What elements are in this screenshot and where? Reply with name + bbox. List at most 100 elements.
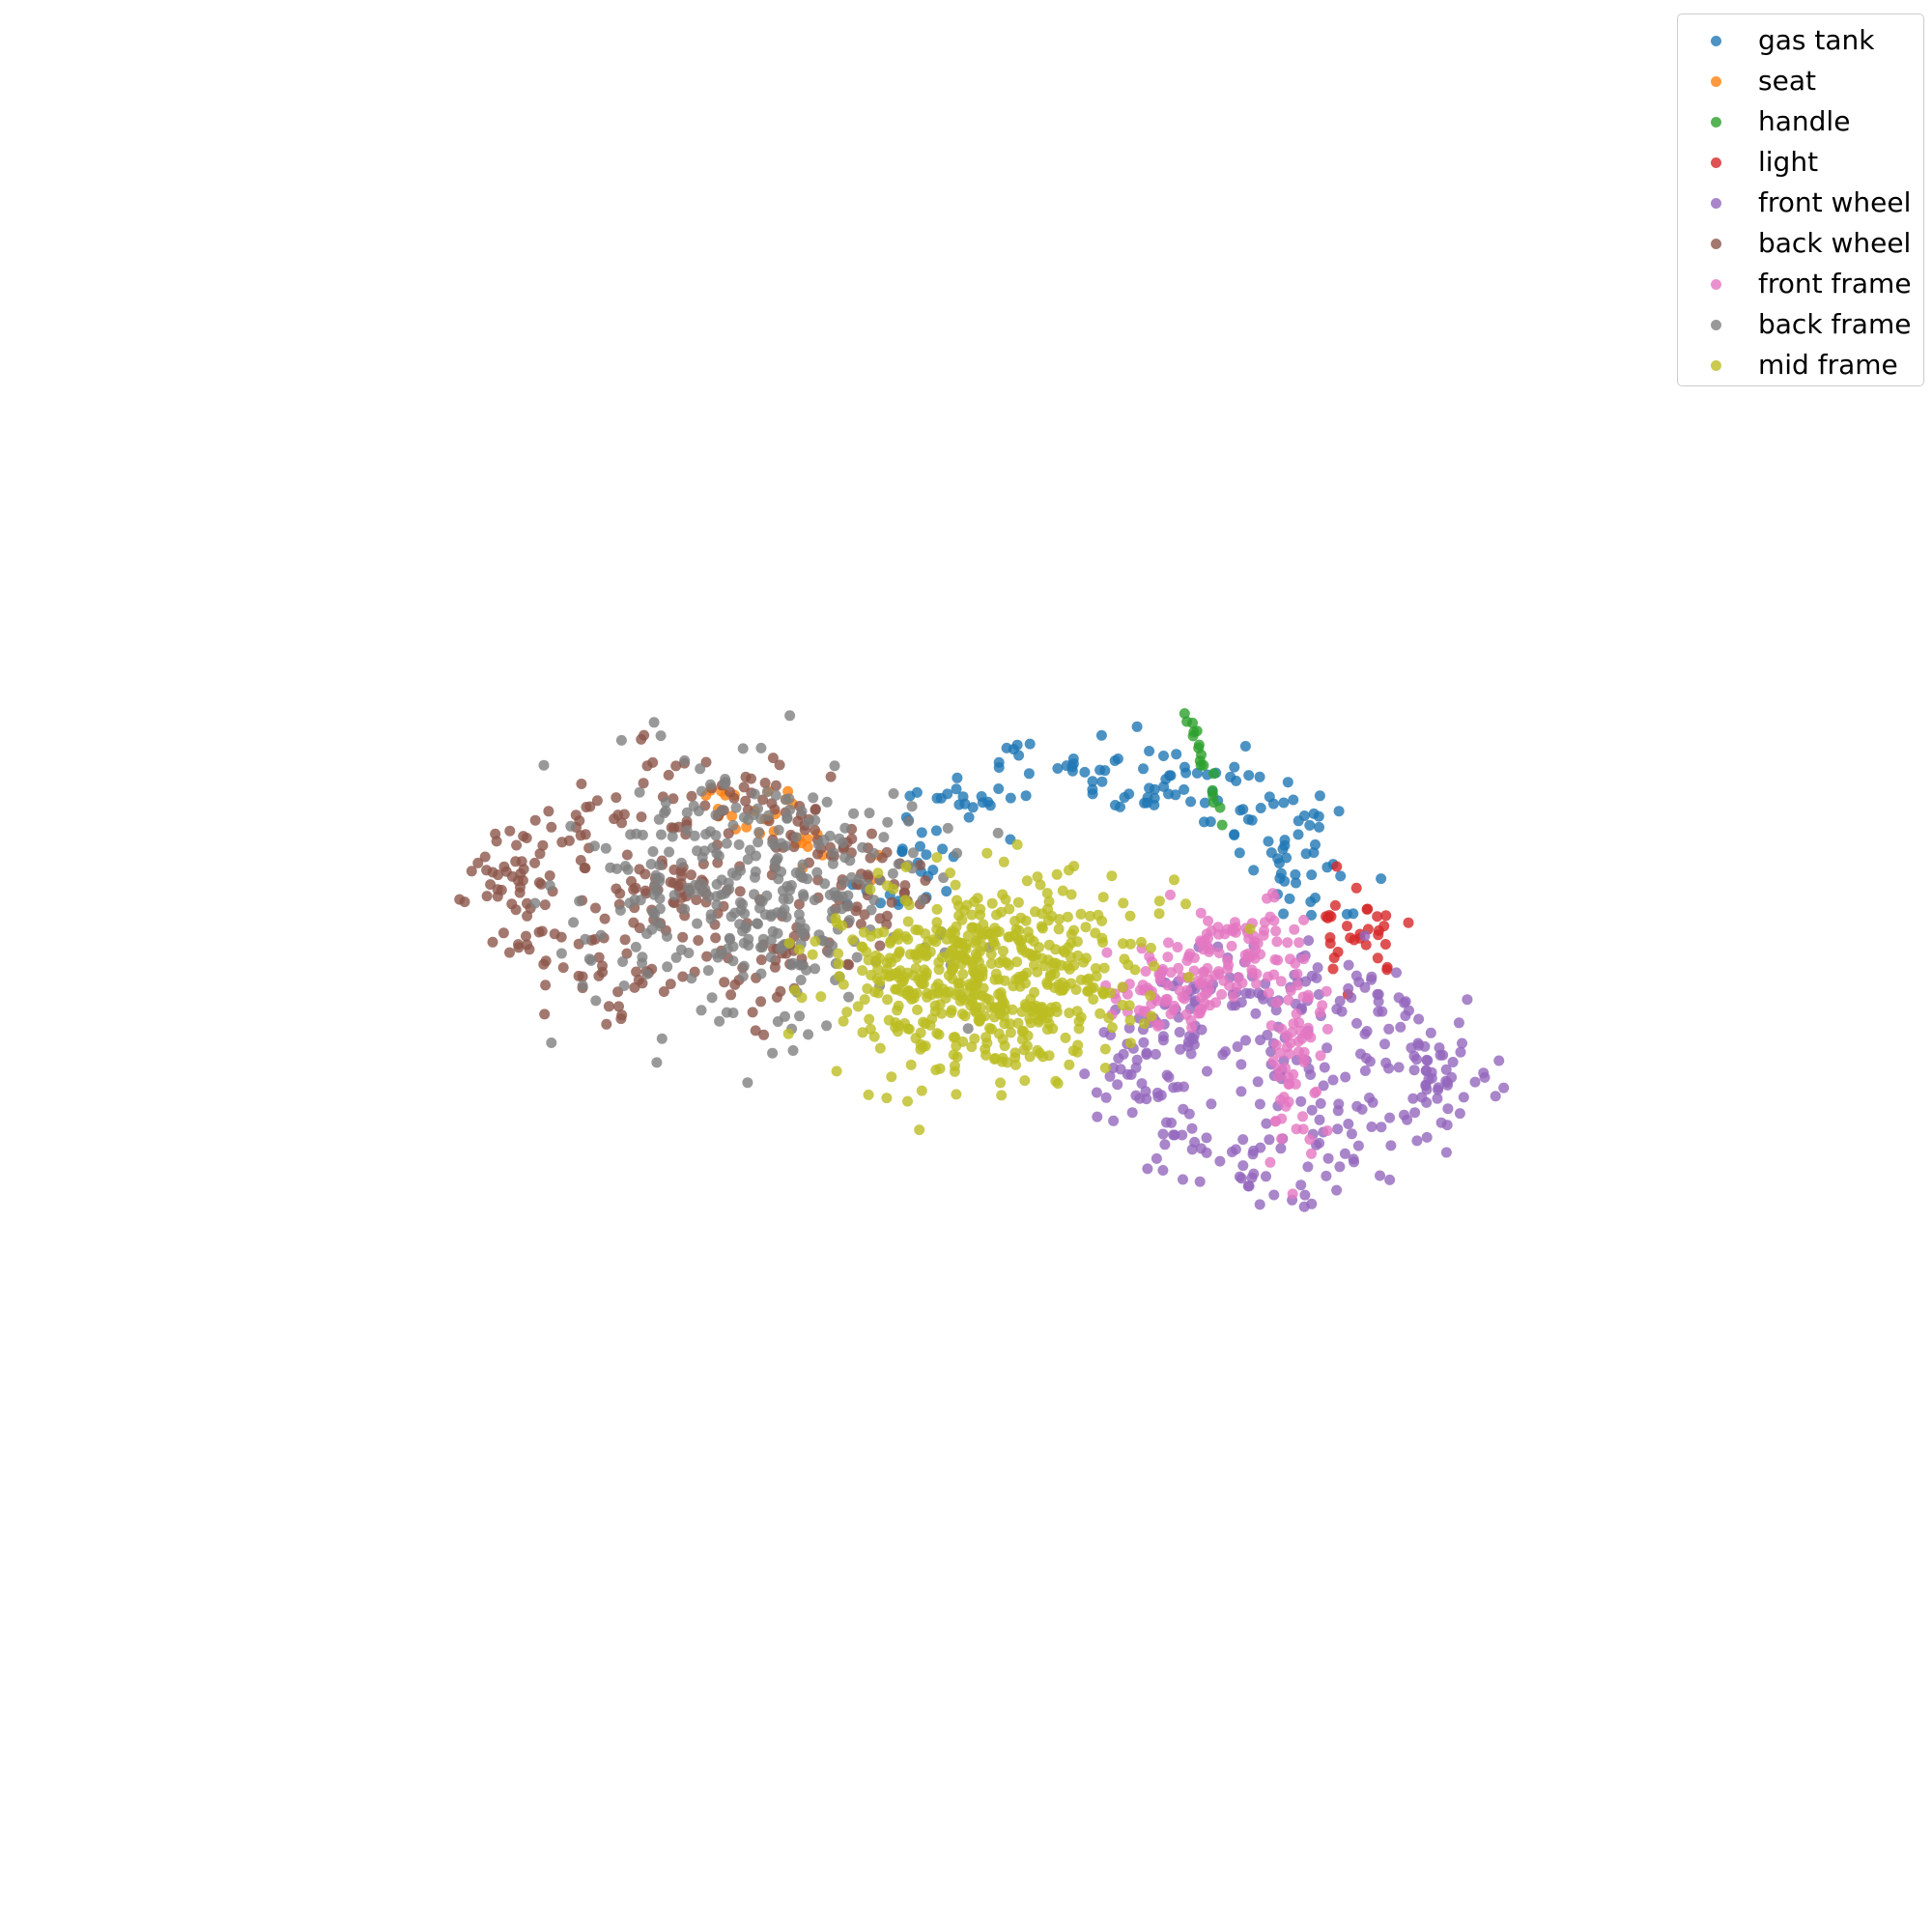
point-back-wheel (633, 974, 644, 985)
point-front-wheel (1234, 1171, 1245, 1182)
point-front-frame (1174, 984, 1185, 996)
point-front-wheel (1469, 1076, 1481, 1088)
point-back-wheel (738, 781, 750, 793)
point-mid-frame (872, 963, 884, 975)
point-mid-frame (863, 1089, 874, 1100)
point-mid-frame (874, 1042, 886, 1054)
point-back-wheel (504, 825, 516, 837)
point-mid-frame (1065, 952, 1076, 963)
point-back-frame (577, 980, 588, 991)
point-front-wheel (1334, 995, 1346, 1007)
point-back-frame (645, 859, 657, 869)
point-front-frame (1189, 952, 1200, 963)
point-back-frame (765, 952, 777, 963)
point-light (1372, 952, 1383, 964)
point-mid-frame (1124, 1014, 1136, 1026)
point-mid-frame (980, 993, 992, 1004)
point-front-wheel (1226, 1147, 1237, 1157)
point-front-wheel (1420, 1080, 1432, 1092)
point-front-wheel (1453, 1017, 1464, 1029)
point-front-frame (1267, 1055, 1279, 1066)
point-back-frame (675, 857, 687, 868)
point-back-frame (739, 908, 751, 920)
point-mid-frame (950, 1060, 960, 1071)
point-mid-frame (1244, 923, 1256, 935)
point-back-wheel (758, 1029, 770, 1040)
point-front-wheel (1384, 1112, 1396, 1123)
point-front-wheel (1186, 1144, 1198, 1155)
point-mid-frame (841, 1007, 853, 1018)
point-mid-frame (857, 1027, 868, 1038)
legend-marker-front-frame (1711, 278, 1721, 290)
point-mid-frame (949, 960, 960, 972)
point-handle (1193, 739, 1205, 751)
point-front-wheel (1384, 1174, 1396, 1185)
point-back-wheel (724, 786, 736, 798)
point-mid-frame (953, 900, 964, 912)
point-back-frame (641, 968, 653, 980)
point-front-wheel (1366, 971, 1378, 982)
point-front-wheel (1327, 1074, 1339, 1086)
point-back-frame (655, 730, 667, 742)
point-mid-frame (1124, 1037, 1136, 1049)
point-mid-frame (920, 1018, 931, 1030)
point-mid-frame (1106, 870, 1118, 882)
point-back-frame (743, 814, 753, 826)
point-mid-frame (1053, 923, 1065, 935)
point-back-frame (794, 916, 806, 927)
legend-label-front-wheel: front wheel (1758, 186, 1912, 218)
point-back-wheel (774, 759, 785, 771)
point-handle (1187, 730, 1199, 742)
legend-label-front-frame: front frame (1758, 268, 1912, 299)
point-back-frame (794, 1010, 806, 1022)
point-front-wheel (1331, 1184, 1343, 1196)
point-back-frame (651, 1057, 663, 1068)
point-back-frame (647, 846, 659, 857)
point-back-wheel (723, 828, 734, 839)
point-light (1327, 963, 1339, 975)
point-back-frame (654, 903, 666, 915)
point-mid-frame (1064, 1008, 1075, 1019)
point-mid-frame (1129, 964, 1141, 976)
point-front-wheel (1440, 1147, 1452, 1158)
point-mid-frame (975, 903, 986, 915)
point-mid-frame (1036, 1003, 1047, 1014)
point-gas-tank (952, 772, 963, 783)
point-back-frame (810, 963, 821, 975)
point-back-wheel (615, 1013, 627, 1025)
point-front-frame (1169, 1000, 1179, 1011)
point-back-wheel (511, 839, 523, 851)
point-back-frame (756, 942, 768, 952)
point-front-wheel (1183, 1108, 1195, 1120)
point-front-wheel (1100, 1092, 1112, 1103)
point-gas-tank (930, 825, 942, 837)
point-gas-tank (982, 796, 994, 808)
point-mid-frame (852, 1001, 864, 1012)
point-front-wheel (1339, 1148, 1350, 1159)
point-back-frame (624, 897, 636, 909)
point-mid-frame (830, 913, 841, 924)
point-back-wheel (481, 891, 493, 902)
point-mid-frame (1183, 972, 1195, 982)
point-back-frame (765, 934, 777, 946)
point-mid-frame (971, 952, 982, 963)
point-mid-frame (884, 952, 895, 964)
series-gas-tank (841, 721, 1387, 921)
point-back-wheel (611, 883, 622, 895)
point-back-frame (707, 842, 719, 854)
point-mid-frame (1043, 939, 1055, 951)
point-front-frame (1275, 1094, 1287, 1106)
point-back-frame (829, 760, 840, 772)
point-gas-tank (1138, 763, 1149, 775)
point-mid-frame (967, 922, 979, 933)
point-mid-frame (1136, 936, 1147, 948)
point-mid-frame (1032, 966, 1043, 978)
point-back-wheel (636, 811, 647, 823)
point-back-frame (864, 808, 875, 819)
point-front-frame (1270, 1039, 1282, 1051)
point-front-wheel (1434, 1042, 1445, 1054)
point-front-wheel (1343, 1119, 1354, 1129)
point-gas-tank (1225, 771, 1236, 782)
point-mid-frame (1041, 1024, 1053, 1036)
point-back-frame (843, 991, 854, 1003)
